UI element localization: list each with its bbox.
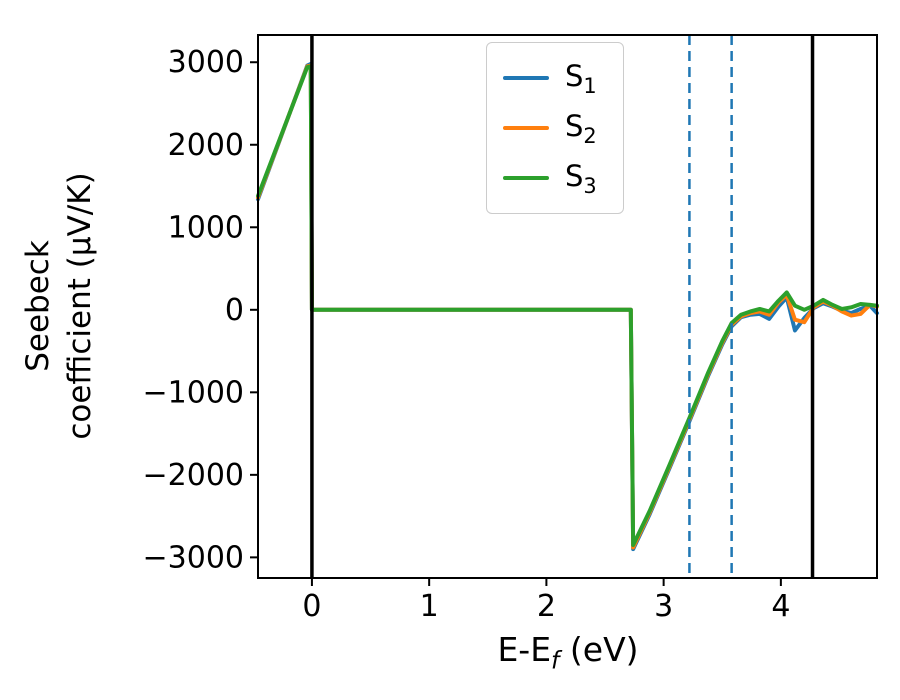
x-tick-label: 1 [420, 589, 439, 624]
legend-item-s3: S3 [503, 153, 597, 203]
legend-item-s1: S1 [503, 53, 597, 103]
x-tick-label: 2 [537, 589, 556, 624]
y-axis-label: Seebeck coefficient (μV/K) [18, 0, 106, 626]
y-tick-label: 2000 [168, 128, 244, 163]
legend-line-sample [503, 126, 549, 130]
x-axis-label-sub: f [551, 646, 560, 675]
x-tick-label: 4 [771, 589, 790, 624]
y-tick-label: 0 [225, 293, 244, 328]
legend-line-sample [503, 176, 549, 180]
y-tick-label: 1000 [168, 210, 244, 245]
legend-label: S2 [565, 108, 597, 148]
y-tick-label: −3000 [143, 540, 244, 575]
x-tick-label: 3 [654, 589, 673, 624]
y-tick-label: 3000 [168, 45, 244, 80]
y-tick-label: −2000 [143, 458, 244, 493]
x-axis-label: E-Ef (eV) [258, 630, 878, 675]
x-tick-label: 0 [302, 589, 321, 624]
legend: S1 S2 S3 [486, 42, 624, 214]
x-axis-label-unit: (eV) [559, 630, 639, 669]
y-axis-label-line2: coefficient (μV/K) [61, 172, 98, 440]
legend-line-sample [503, 76, 549, 80]
legend-label: S3 [565, 158, 597, 198]
x-axis-label-main: E-E [497, 630, 552, 669]
legend-item-s2: S2 [503, 103, 597, 153]
y-axis-label-line1: Seebeck [20, 240, 56, 372]
legend-label: S1 [565, 58, 597, 98]
y-tick-label: −1000 [143, 375, 244, 410]
series-line-s3 [256, 64, 879, 547]
axes-frame [257, 34, 878, 579]
